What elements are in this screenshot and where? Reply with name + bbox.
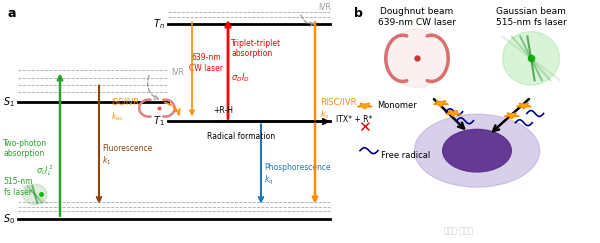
Text: Fluorescence
$k_1$: Fluorescence $k_1$: [102, 144, 152, 167]
Text: +R-H: +R-H: [213, 106, 233, 115]
Text: Two-photon
absorption: Two-photon absorption: [3, 139, 47, 158]
Text: $\sigma_L I_L^{\,2}$: $\sigma_L I_L^{\,2}$: [36, 163, 54, 178]
Text: Doughnut beam
639-nm CW laser: Doughnut beam 639-nm CW laser: [378, 7, 456, 27]
Text: T$_n$: T$_n$: [153, 17, 165, 31]
FancyArrowPatch shape: [148, 76, 158, 99]
Text: ISC/IVR: ISC/IVR: [111, 97, 139, 107]
Ellipse shape: [443, 129, 511, 172]
Text: 639-nm
CW laser: 639-nm CW laser: [189, 53, 223, 73]
Text: 公众号·量子位: 公众号·量子位: [444, 227, 474, 236]
Text: 515-nm
fs laser: 515-nm fs laser: [3, 177, 32, 197]
Text: Phosphorescence
$k_q$: Phosphorescence $k_q$: [264, 163, 331, 187]
Text: Radical formation: Radical formation: [207, 132, 275, 141]
Ellipse shape: [414, 114, 540, 187]
Text: IVR: IVR: [171, 68, 184, 78]
Polygon shape: [358, 103, 372, 109]
Text: b: b: [354, 7, 363, 20]
Text: Gaussian beam
515-nm fs laser: Gaussian beam 515-nm fs laser: [496, 7, 566, 27]
Text: ITX* + R*: ITX* + R*: [336, 114, 373, 124]
Text: $\sigma_D I_D$: $\sigma_D I_D$: [231, 71, 250, 84]
Text: Triplet-triplet
absorption: Triplet-triplet absorption: [231, 39, 281, 58]
Text: Free radical: Free radical: [381, 151, 430, 160]
Ellipse shape: [23, 184, 47, 205]
Text: RISC/IVR
$k_s$: RISC/IVR $k_s$: [320, 98, 356, 121]
FancyArrowPatch shape: [165, 103, 179, 114]
Polygon shape: [446, 110, 460, 116]
Text: a: a: [7, 7, 16, 20]
Text: T$_1$: T$_1$: [154, 115, 165, 128]
Text: Monomer: Monomer: [377, 101, 416, 110]
Ellipse shape: [503, 32, 560, 85]
Text: $k_{isc}$: $k_{isc}$: [111, 110, 125, 123]
Text: S$_0$: S$_0$: [3, 212, 15, 226]
Text: S$_1$: S$_1$: [3, 95, 15, 109]
Text: IVR: IVR: [318, 3, 331, 12]
Polygon shape: [517, 103, 531, 109]
Polygon shape: [434, 101, 448, 106]
FancyArrowPatch shape: [301, 15, 314, 26]
Polygon shape: [505, 113, 519, 119]
Ellipse shape: [385, 29, 448, 87]
Text: ✕: ✕: [358, 120, 371, 135]
